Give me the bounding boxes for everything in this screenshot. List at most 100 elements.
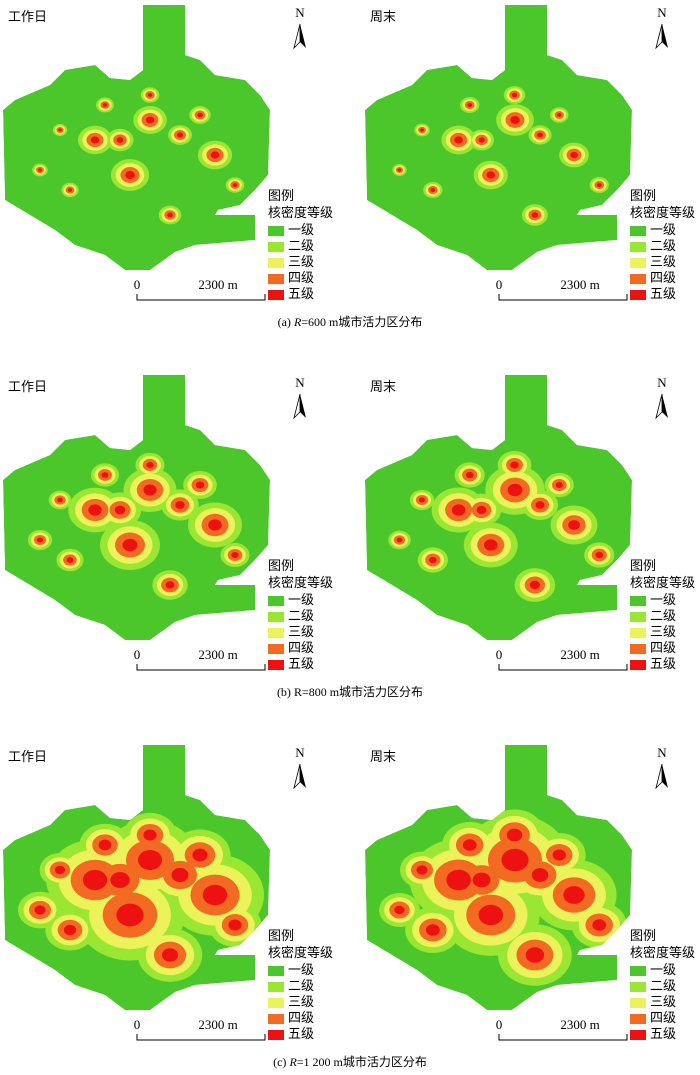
legend-label: 四级 — [288, 1010, 314, 1025]
density-zone — [208, 519, 222, 531]
density-zone — [143, 829, 157, 841]
legend-subtitle: 核密度等级 — [630, 945, 695, 960]
density-zone — [175, 501, 185, 509]
density-zone — [138, 850, 162, 870]
legend-label: 四级 — [650, 1010, 676, 1025]
scale-bar — [498, 294, 628, 301]
scale-start: 0 — [134, 277, 141, 292]
density-zone — [110, 871, 130, 889]
legend-label: 三级 — [650, 994, 676, 1009]
legend-swatch — [268, 242, 284, 252]
density-zone — [146, 461, 154, 469]
legend-label: 一级 — [650, 592, 676, 607]
density-map — [3, 5, 270, 270]
legend-label: 三级 — [288, 994, 314, 1009]
legend-swatch — [630, 1014, 646, 1024]
scale-end: 2300 m — [198, 1017, 237, 1032]
scale-bar — [136, 1034, 266, 1041]
legend-swatch — [268, 274, 284, 284]
density-zone — [525, 947, 545, 963]
density-map — [365, 5, 632, 270]
density-zone — [537, 132, 543, 138]
legend-title: 图例 — [268, 928, 294, 943]
city-area — [365, 5, 632, 270]
legend-swatch — [630, 612, 646, 622]
density-zone — [90, 136, 100, 144]
north-arrow — [655, 763, 663, 790]
density-zone — [192, 848, 208, 862]
scale-end: 2300 m — [560, 647, 599, 662]
north-arrow — [293, 393, 301, 420]
legend-label: 二级 — [288, 978, 314, 993]
legend-label: 四级 — [288, 270, 314, 285]
density-zone — [114, 505, 126, 515]
north-arrow — [293, 763, 301, 790]
density-zone — [57, 497, 63, 503]
north-label: N — [295, 745, 305, 760]
city-area — [3, 5, 270, 270]
legend-subtitle: 核密度等级 — [268, 205, 333, 220]
density-zone — [231, 551, 239, 559]
legend-swatch — [630, 998, 646, 1008]
panel-title: 周末 — [370, 9, 396, 24]
density-zone — [167, 212, 173, 218]
legend-swatch — [268, 1030, 284, 1040]
density-zone — [535, 501, 545, 509]
panel-title: 工作日 — [8, 379, 47, 394]
legend-swatch — [268, 966, 284, 976]
legend-swatch — [630, 258, 646, 268]
legend-title: 图例 — [630, 928, 656, 943]
density-zone — [197, 112, 203, 118]
legend-swatch — [268, 998, 284, 1008]
legend-swatch — [268, 596, 284, 606]
density-zone — [592, 919, 607, 931]
panel-title: 工作日 — [8, 749, 47, 764]
density-zone — [66, 557, 74, 563]
density-zone — [122, 538, 138, 552]
legend-label: 三级 — [650, 624, 676, 639]
density-zone — [63, 924, 77, 936]
legend-swatch — [630, 644, 646, 654]
density-zone — [34, 905, 46, 915]
north-arrow — [293, 23, 301, 50]
scale-start: 0 — [496, 277, 503, 292]
density-zone — [467, 102, 473, 108]
north-arrow — [662, 394, 668, 418]
legend-label: 一级 — [650, 222, 676, 237]
density-zone — [595, 551, 604, 559]
legend-subtitle: 核密度等级 — [630, 205, 695, 220]
north-label: N — [295, 5, 305, 20]
density-zone — [529, 580, 540, 590]
density-zone — [555, 481, 563, 489]
legend-swatch — [630, 628, 646, 638]
density-zone — [568, 520, 580, 530]
legend-label: 五级 — [650, 656, 676, 671]
density-zone — [430, 187, 436, 193]
density-zone — [397, 168, 402, 172]
density-zone — [511, 92, 518, 98]
scale-bar — [136, 664, 266, 671]
scale-bar — [136, 294, 266, 301]
caption-label: (b) — [277, 685, 291, 699]
scale-end: 2300 m — [198, 277, 237, 292]
legend-title: 图例 — [268, 188, 294, 203]
scale-start: 0 — [496, 1017, 503, 1032]
north-label: N — [657, 745, 667, 760]
density-zone — [476, 505, 487, 515]
density-zone — [147, 93, 153, 97]
density-zone — [396, 537, 403, 543]
density-zone — [161, 948, 179, 962]
density-zone — [116, 137, 124, 143]
legend-swatch — [630, 242, 646, 252]
density-zone — [102, 103, 108, 107]
density-zone — [531, 212, 539, 218]
caption-variable: R — [288, 1055, 297, 1069]
caption-text: =600 m城市活力区分布 — [301, 314, 422, 329]
legend-label: 四级 — [288, 640, 314, 655]
density-map — [365, 745, 632, 1010]
legend-subtitle: 核密度等级 — [268, 575, 333, 590]
legend-label: 三级 — [288, 624, 314, 639]
